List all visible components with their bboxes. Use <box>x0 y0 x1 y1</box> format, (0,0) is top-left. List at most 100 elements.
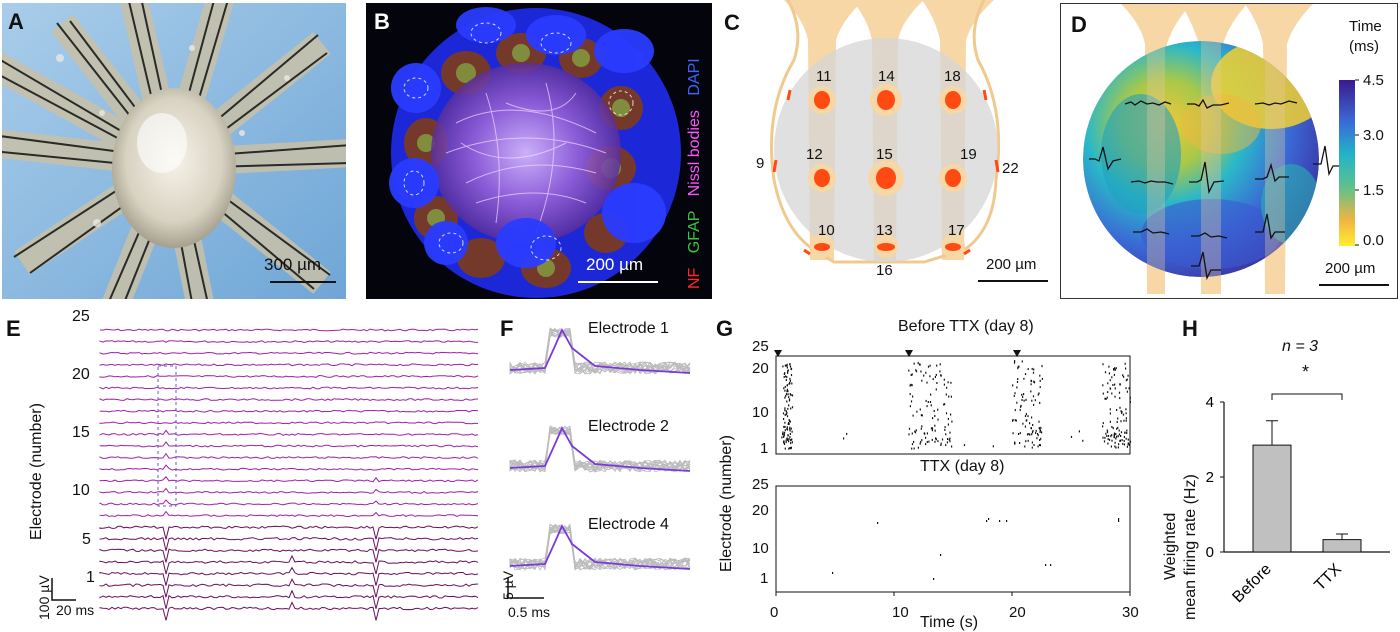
raster-spike <box>1121 439 1123 442</box>
raster-spike <box>788 447 790 450</box>
panel-a-photo: A 300 µm <box>2 3 346 299</box>
panel-d-label: D <box>1071 12 1087 37</box>
raster-spike <box>787 370 789 373</box>
panel-g-title-ttx: TTX (day 8) <box>920 458 1005 475</box>
raster-spike <box>920 370 922 373</box>
raster-spike <box>1122 442 1124 445</box>
raster-spike <box>936 382 938 384</box>
raster-spike <box>1111 434 1113 437</box>
raster-spike <box>1032 424 1034 426</box>
raster-spike <box>910 374 912 376</box>
electrode-trace <box>99 499 479 506</box>
raster-spike <box>1105 432 1107 435</box>
raster-spike <box>790 446 792 449</box>
h-ytick-label: 0 <box>1206 544 1214 561</box>
raster-spike <box>786 376 788 379</box>
raster-spike <box>1026 433 1029 436</box>
panel-b-scale-bar <box>578 281 658 283</box>
waveform-overlay <box>509 327 691 375</box>
waveform-overlay <box>509 328 691 375</box>
raster-spike <box>783 431 786 434</box>
raster-spike <box>943 378 945 381</box>
bar-before <box>1252 444 1292 553</box>
raster-spike <box>843 437 845 440</box>
raster-spike <box>1120 435 1122 437</box>
raster-spike <box>784 409 786 412</box>
raster-spike <box>1102 436 1104 439</box>
raster-spike <box>790 439 792 442</box>
raster-spike <box>1112 427 1114 430</box>
raster-spike <box>918 363 921 366</box>
raster-spike <box>913 447 915 450</box>
raster-bottom-frame <box>775 485 1131 593</box>
raster-spike <box>934 440 936 443</box>
raster-spike <box>786 400 788 403</box>
raster-spike <box>1122 374 1124 377</box>
raster-spike <box>788 419 790 421</box>
raster-spike <box>926 381 928 384</box>
electrode-trace <box>99 441 479 448</box>
raster-spike <box>1032 371 1035 374</box>
raster-spike <box>908 369 910 372</box>
raster-spike <box>1102 422 1104 425</box>
raster-spike <box>988 518 990 520</box>
raster-spike <box>784 372 786 375</box>
raster-spike <box>1016 401 1018 404</box>
raster-top-ytick-25: 25 <box>752 338 769 355</box>
raster-spike <box>1129 400 1131 403</box>
raster-spike <box>1104 436 1106 439</box>
panel-g-ylabel: Electrode (number) <box>718 435 735 572</box>
raster-spike <box>1014 441 1016 444</box>
raster-spike <box>951 420 953 423</box>
waveform-label-electrode-1: Electrode 1 <box>588 320 669 337</box>
raster-spike <box>949 440 951 443</box>
panel-f-label: F <box>500 316 514 341</box>
raster-spike <box>781 436 783 439</box>
raster-spike <box>1014 442 1016 445</box>
raster-spike <box>1033 381 1036 384</box>
raster-spike <box>931 429 933 432</box>
raster-spike <box>934 376 936 378</box>
raster-spike <box>791 382 793 385</box>
raster-spike <box>1118 520 1120 522</box>
panel-c-scale-label: 200 µm <box>986 256 1037 273</box>
raster-spike <box>788 420 791 423</box>
raster-spike <box>1020 404 1022 407</box>
raster-spike <box>945 412 948 415</box>
panel-g-raster: G Before TTX (day 8) TTX (day 8) 25 20 1… <box>712 310 1152 631</box>
raster-spike <box>1035 432 1037 434</box>
raster-spike <box>929 401 932 403</box>
raster-spike <box>943 403 945 406</box>
waveform-overlay <box>509 329 691 375</box>
raster-spike <box>1106 429 1108 432</box>
raster-spike <box>1027 415 1029 418</box>
raster-spike <box>1014 409 1016 412</box>
scale-bar-e <box>51 578 76 601</box>
raster-spike <box>1111 392 1113 395</box>
raster-spike <box>1038 392 1040 395</box>
raster-spike <box>787 369 789 372</box>
raster-spike <box>1119 397 1121 400</box>
raster-spike <box>790 367 793 370</box>
raster-spike <box>914 431 917 434</box>
raster-spike <box>1113 432 1116 435</box>
raster-spike <box>786 415 789 418</box>
raster-spike <box>937 440 939 443</box>
raster-spike <box>927 365 930 368</box>
raster-spike <box>1127 374 1129 377</box>
raster-spike <box>919 363 921 366</box>
raster-spike <box>926 432 928 435</box>
h-category-label: TTX <box>1311 561 1345 595</box>
raster-spike <box>935 388 937 391</box>
raster-spike <box>1113 433 1115 436</box>
electrode-trace <box>99 452 479 460</box>
raster-spike <box>1014 392 1016 395</box>
raster-spike <box>1022 395 1024 398</box>
panel-c-drawing <box>770 0 1001 264</box>
raster-spike <box>1105 397 1107 400</box>
raster-spike <box>788 383 790 385</box>
raster-spike <box>788 440 790 443</box>
highlight-box <box>157 365 177 507</box>
raster-spike <box>1039 431 1041 433</box>
raster-spike <box>1041 365 1043 368</box>
